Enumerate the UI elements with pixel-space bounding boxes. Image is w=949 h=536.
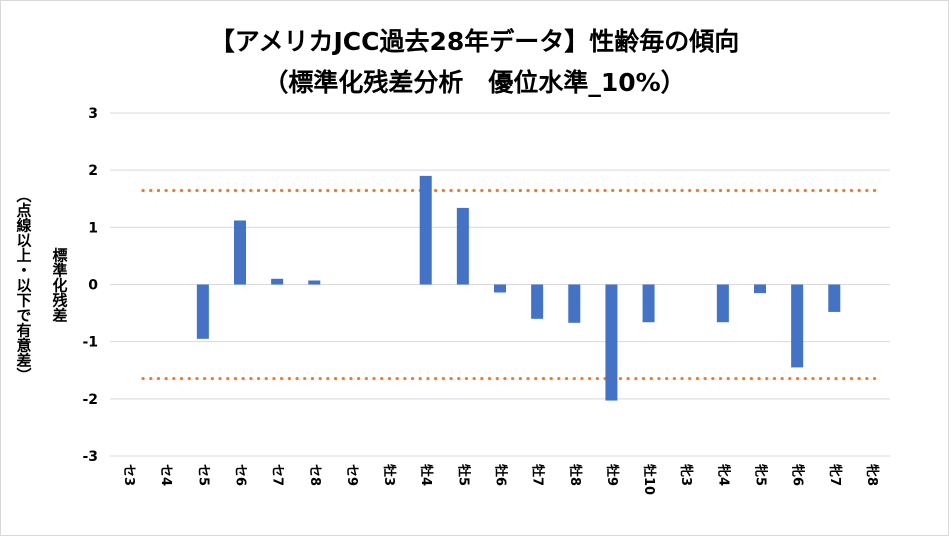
- bar: [456, 207, 469, 285]
- x-tick-label: 牡4: [418, 464, 434, 486]
- bar: [531, 284, 544, 319]
- bar: [754, 284, 766, 294]
- y-tick-label: 1: [88, 220, 98, 236]
- y-tick-label: -2: [82, 392, 98, 408]
- bar: [308, 280, 321, 285]
- bar: [494, 284, 506, 293]
- y-tick-label: -1: [82, 335, 98, 351]
- y-axis-note: （点線以上・以下で有意差）: [14, 187, 33, 383]
- x-tick-label: セ8: [307, 464, 322, 486]
- y-tick-label: 0: [88, 278, 98, 294]
- y-tick-label: 3: [88, 106, 98, 122]
- y-tick-label: 2: [88, 163, 98, 179]
- bar: [642, 284, 655, 323]
- bar: [196, 284, 209, 339]
- chart-title: 【アメリカJCC過去28年データ】性齢毎の傾向: [209, 27, 740, 56]
- x-tick-label: 牡7: [530, 464, 546, 486]
- bar: [271, 278, 284, 285]
- x-tick-label: 牝5: [753, 464, 769, 486]
- x-tick-label: 牝8: [864, 464, 880, 486]
- x-tick-label: 牡9: [604, 464, 620, 486]
- x-tick-label: セ3: [121, 464, 136, 486]
- bar: [419, 175, 432, 285]
- bar: [234, 220, 246, 285]
- bar: [791, 284, 804, 368]
- y-tick-label: -3: [82, 449, 98, 465]
- x-tick-label: セ5: [195, 464, 210, 486]
- x-tick-label: 牝4: [715, 464, 731, 486]
- x-tick-label: セ4: [158, 464, 173, 486]
- y-axis-label: 標準化残差: [50, 247, 69, 323]
- x-tick-label: 牡10: [641, 464, 657, 495]
- x-tick-label: 牝7: [827, 464, 843, 486]
- x-tick-label: セ7: [270, 464, 285, 486]
- x-tick-label: 牝3: [678, 464, 694, 486]
- x-tick-label: 牡3: [381, 464, 397, 486]
- bar: [716, 284, 729, 323]
- x-tick-label: 牡5: [455, 464, 471, 486]
- x-tick-label: セ9: [344, 464, 359, 486]
- x-tick-label: 牡6: [493, 464, 509, 486]
- chart-subtitle: （標準化残差分析 優位水準_10%）: [263, 68, 686, 97]
- bar: [568, 284, 581, 323]
- bar: [605, 284, 618, 401]
- bar: [828, 284, 841, 312]
- x-tick-label: 牝6: [790, 464, 806, 486]
- x-tick-label: セ6: [233, 464, 248, 486]
- x-tick-label: 牡8: [567, 464, 583, 486]
